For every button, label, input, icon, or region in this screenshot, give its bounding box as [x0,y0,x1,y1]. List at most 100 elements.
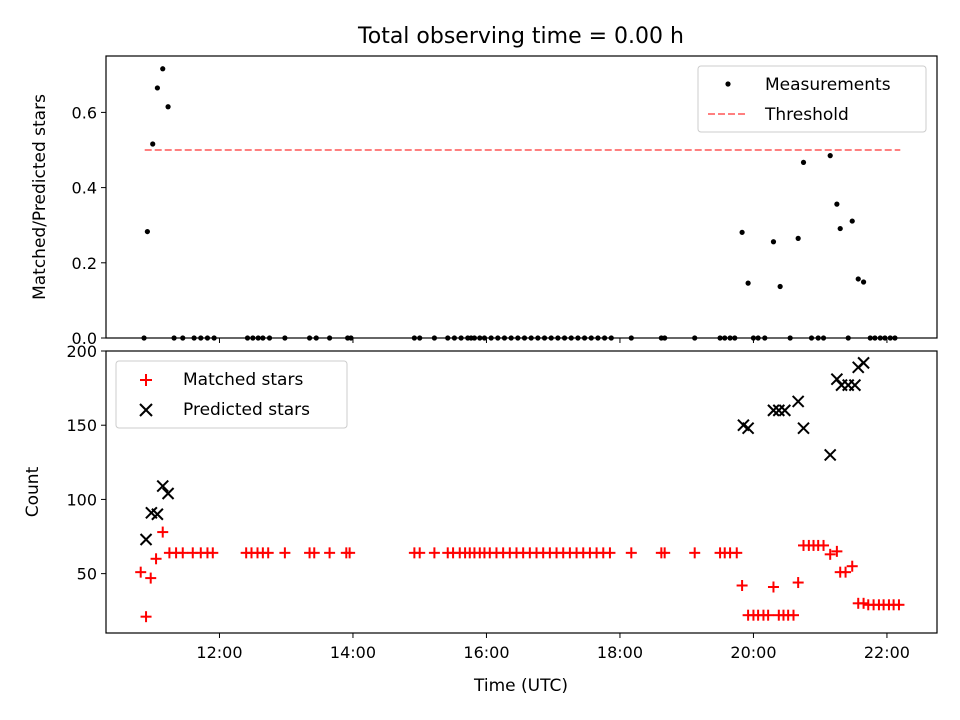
top-ytick-label: 0.2 [72,254,97,273]
measurement-point [745,280,751,286]
matched-star-point [414,547,426,559]
top-panel: 0.0 0.2 0.4 0.6 Matched/Predicted stars Mea… [30,55,938,348]
predicted-star-point [848,378,862,392]
matched-star-point [818,539,830,551]
matched-star-point [604,547,616,559]
bottom-xtick-label: 12:00 [196,643,242,662]
top-yticks: 0.0 0.2 0.4 0.6 [72,103,106,348]
predicted-star-point [151,508,164,521]
legend-label-predicted: Predicted stars [183,400,310,420]
matched-star-point [824,548,836,560]
matched-star-point [831,545,843,557]
matched-star-point [279,547,291,559]
matched-star-point [207,547,219,559]
predicted-star-point [156,479,169,493]
predicted-star-point [791,395,805,408]
bottom-ylabel: Count [23,466,43,517]
measurement-point [860,279,867,285]
matched-star-point [324,547,336,559]
bottom-legend-box [115,360,348,429]
matched-star-point [135,566,147,578]
top-ytick-label: 0.0 [72,329,97,348]
matched-star-point [344,547,356,559]
measurement-point [800,159,807,166]
matched-star-point [145,572,157,584]
matched-star-point [787,609,799,621]
measurement-point [855,276,861,282]
top-axes-frame [105,55,938,339]
measurement-point [739,229,745,235]
measurement-point [165,104,171,110]
bottom-xtick-label: 22:00 [864,643,910,662]
bottom-legend: Matched stars Predicted stars [115,360,348,429]
matched-star-point [659,547,671,559]
measurement-point [834,201,840,207]
measurement-point [160,66,166,72]
predicted-star-point [161,487,175,500]
bottom-xtick-label: 18:00 [597,643,643,662]
matched-star-point [308,547,320,559]
bottom-ytick-label: 200 [66,342,97,361]
measurement-point [144,228,150,235]
matched-star-point [792,577,804,589]
predicted-star-point [857,356,870,370]
top-legend-box [697,65,927,133]
measurement-point [154,85,160,91]
matched-star-point [157,526,169,538]
measurement-point [770,239,777,245]
measurement-point [837,225,843,232]
matched-star-point [736,580,748,592]
matched-star-point [625,547,637,559]
bottom-ytick-label: 50 [77,565,97,584]
predicted-star-point [139,533,153,546]
legend-label-matched: Matched stars [183,370,303,390]
bottom-ytick-label: 100 [66,490,97,509]
measurement-point [849,218,855,224]
predicted-star-point [767,404,780,417]
predicted-star-point [778,404,792,417]
bottom-panel: 50 100 150 200 12:00 14:00 16:00 18:00 20:00 22:… [23,342,938,696]
predicted-stars-series [139,356,870,546]
bottom-xticks: 12:00 14:00 16:00 18:00 20:00 22:00 [196,633,910,662]
predicted-star-point [772,404,786,417]
top-xticks [218,338,888,343]
top-ytick-label: 0.6 [72,103,97,122]
bottom-xlabel: Time (UTC) [473,676,568,696]
matched-star-point [689,547,701,559]
legend-label-threshold: Threshold [764,105,849,125]
matched-star-point [731,547,743,559]
measurement-point [827,153,833,159]
top-ytick-label: 0.4 [72,179,97,198]
matched-star-point [893,599,905,611]
predicted-star-point [797,421,810,435]
matched-star-point [140,611,152,623]
legend-marker-matched [140,374,152,386]
legend-marker-predicted [139,403,153,417]
matched-star-point [177,547,189,559]
matched-star-point [858,597,870,609]
bottom-ytick-label: 150 [66,416,97,435]
top-ylabel: Matched/Predicted stars [30,94,50,300]
bottom-xtick-label: 16:00 [463,643,509,662]
bottom-yticks: 50 100 150 200 [66,342,106,584]
chart-title: Total observing time = 0.00 h [357,24,684,49]
legend-marker-measurements [725,81,731,87]
predicted-star-point [823,448,837,462]
matched-stars-series [135,526,905,623]
measurement-point [777,283,783,290]
legend-label-measurements: Measurements [765,75,891,95]
matched-star-point [846,560,858,572]
matched-star-point [262,547,274,559]
matched-star-point [767,581,779,593]
matched-star-point [762,609,774,621]
bottom-xtick-label: 14:00 [330,643,376,662]
matched-star-point [428,547,440,559]
measurement-point [795,235,801,241]
matched-star-point [840,566,852,578]
bottom-axes-frame [105,350,938,634]
matched-star-point [150,553,162,565]
bottom-xtick-label: 20:00 [730,643,776,662]
measurement-point [150,141,156,147]
predicted-star-point [741,421,755,435]
